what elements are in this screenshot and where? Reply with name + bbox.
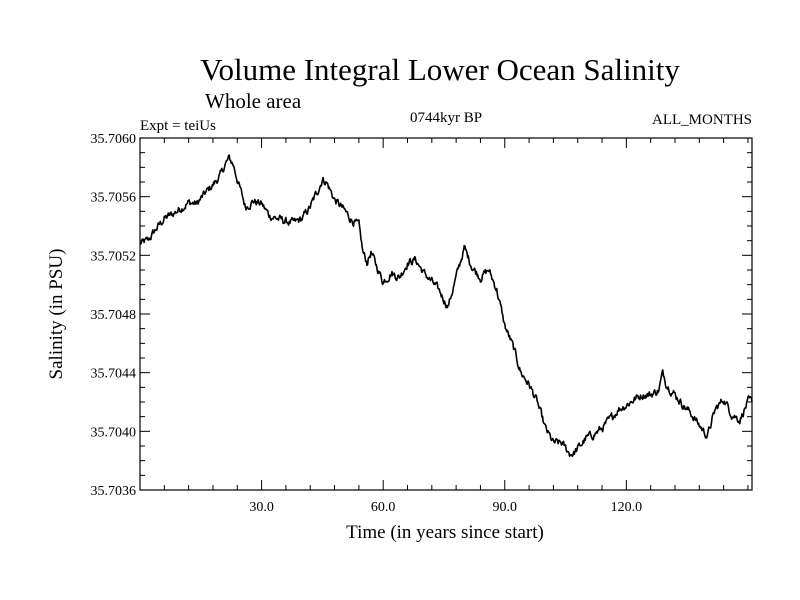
experiment-label: Expt = teiUs [140, 118, 216, 134]
y-tick-label: 35.7056 [91, 191, 137, 206]
y-tick-label: 35.7048 [91, 308, 137, 323]
plot-area: 35.7036 35.7040 35.7044 35.7048 35.7052 35.70… [91, 132, 753, 515]
x-tick-label: 60.0 [371, 500, 396, 515]
x-axis-label: Time (in years since start) [346, 522, 544, 543]
x-tick-label: 120.0 [611, 500, 643, 515]
y-axis-label: Salinity (in PSU) [46, 249, 67, 380]
y-tick-label: 35.7040 [91, 425, 137, 440]
x-tick-label: 30.0 [249, 500, 274, 515]
x-tick-label: 90.0 [493, 500, 518, 515]
months-label: ALL_MONTHS [652, 112, 752, 128]
chart-title: Volume Integral Lower Ocean Salinity [200, 52, 680, 87]
y-tick-label: 35.7044 [91, 367, 137, 382]
y-tick-label: 35.7036 [91, 484, 137, 499]
chart-subtitle: Whole area [205, 89, 302, 113]
y-tick-label: 35.7052 [91, 249, 137, 264]
plot-frame [139, 137, 753, 491]
y-tick-label: 35.7060 [91, 132, 137, 147]
period-label: 0744kyr BP [410, 110, 482, 126]
salinity-line [139, 154, 753, 458]
